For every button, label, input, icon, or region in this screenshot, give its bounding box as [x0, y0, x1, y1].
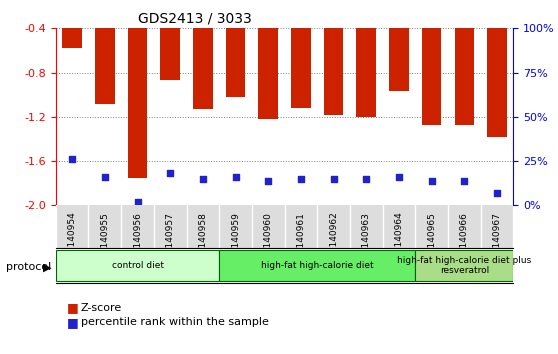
- Text: GDS2413 / 3033: GDS2413 / 3033: [138, 12, 252, 26]
- Point: [460, 178, 469, 183]
- Point: [264, 178, 273, 183]
- Text: high-fat high-calorie diet plus
resveratrol: high-fat high-calorie diet plus resverat…: [397, 256, 531, 275]
- Text: ■: ■: [67, 302, 79, 314]
- Bar: [128, 0, 147, 178]
- FancyBboxPatch shape: [219, 250, 415, 281]
- Point: [133, 199, 142, 205]
- Text: GSM140957: GSM140957: [166, 212, 175, 267]
- Point: [493, 190, 502, 196]
- Point: [329, 176, 338, 182]
- Bar: [487, 0, 507, 137]
- Text: Z-score: Z-score: [81, 303, 122, 313]
- Text: GSM140961: GSM140961: [296, 212, 305, 267]
- Point: [427, 178, 436, 183]
- FancyBboxPatch shape: [415, 250, 513, 281]
- Text: GSM140966: GSM140966: [460, 212, 469, 267]
- Text: GSM140963: GSM140963: [362, 212, 371, 267]
- Text: GSM140965: GSM140965: [427, 212, 436, 267]
- Bar: [62, 0, 82, 48]
- Bar: [291, 0, 311, 108]
- Text: percentile rank within the sample: percentile rank within the sample: [81, 317, 269, 327]
- Point: [362, 176, 371, 182]
- Text: GSM140958: GSM140958: [199, 212, 208, 267]
- Bar: [193, 0, 213, 109]
- Text: GSM140954: GSM140954: [68, 212, 76, 267]
- Bar: [226, 0, 246, 97]
- Point: [166, 171, 175, 176]
- Text: high-fat high-calorie diet: high-fat high-calorie diet: [261, 261, 373, 270]
- Bar: [357, 0, 376, 117]
- Text: GSM140956: GSM140956: [133, 212, 142, 267]
- Text: ■: ■: [67, 316, 79, 329]
- Bar: [160, 0, 180, 80]
- Bar: [389, 0, 409, 91]
- Point: [395, 174, 403, 180]
- Text: GSM140964: GSM140964: [395, 212, 403, 267]
- Text: GSM140962: GSM140962: [329, 212, 338, 267]
- Bar: [324, 0, 343, 115]
- Point: [68, 156, 76, 162]
- Point: [199, 176, 208, 182]
- Text: GSM140960: GSM140960: [264, 212, 273, 267]
- Text: control diet: control diet: [112, 261, 163, 270]
- Text: ▶: ▶: [43, 262, 52, 272]
- Text: protocol: protocol: [6, 262, 51, 272]
- FancyBboxPatch shape: [56, 250, 219, 281]
- Text: GSM140955: GSM140955: [100, 212, 109, 267]
- Text: GSM140959: GSM140959: [231, 212, 240, 267]
- Point: [231, 174, 240, 180]
- Bar: [95, 0, 114, 104]
- Point: [296, 176, 305, 182]
- Bar: [422, 0, 441, 125]
- Text: GSM140967: GSM140967: [493, 212, 502, 267]
- Bar: [455, 0, 474, 125]
- Bar: [258, 0, 278, 119]
- Point: [100, 174, 109, 180]
